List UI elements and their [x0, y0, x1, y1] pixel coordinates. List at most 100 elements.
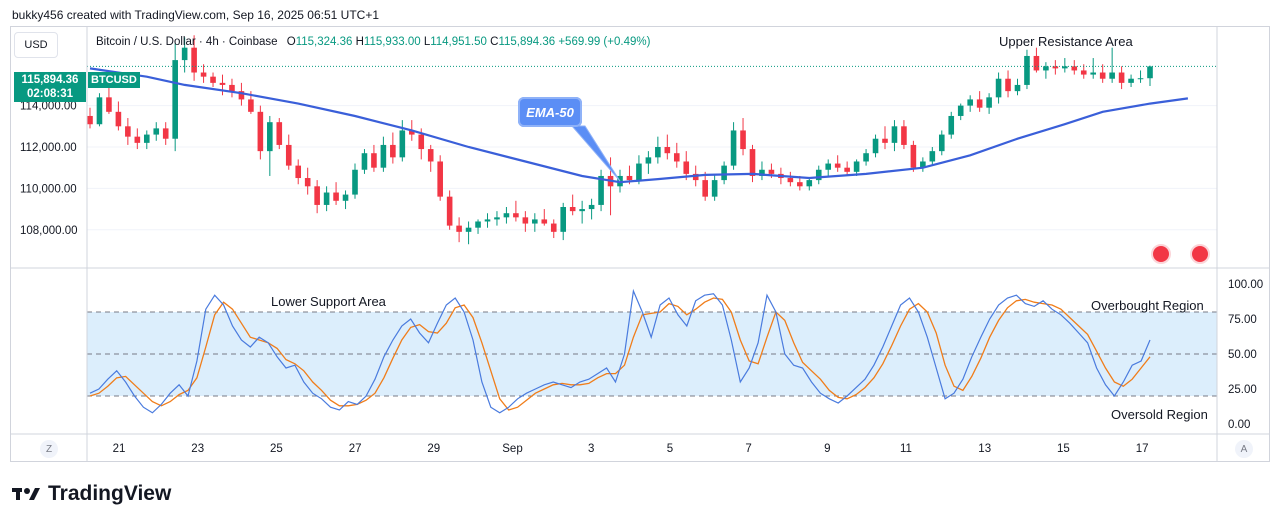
candle-body: [219, 82, 226, 85]
last-price-value: 115,894.36: [21, 74, 79, 86]
candle-body: [494, 217, 500, 220]
candle-body: [1118, 72, 1125, 83]
time-tick-label: 7: [745, 443, 751, 455]
price-tick-label: 110,000.00: [20, 183, 77, 195]
candle-body: [210, 76, 216, 83]
candle-body: [295, 165, 302, 179]
candle-body: [1071, 66, 1078, 71]
candle-body: [863, 153, 869, 162]
candle-body: [891, 126, 898, 143]
currency-selector[interactable]: USD: [14, 32, 58, 58]
z-button[interactable]: Z: [40, 440, 58, 458]
candle-body: [106, 97, 112, 112]
candle-body: [390, 144, 396, 158]
candle-body: [1080, 70, 1087, 75]
open-label: O: [286, 36, 296, 48]
price-tick-label: 108,000.00: [20, 225, 78, 237]
candle-body: [361, 153, 368, 170]
candle-body: [1147, 66, 1153, 79]
candle-body: [721, 165, 727, 181]
candle-body: [929, 151, 936, 162]
footer-logo[interactable]: TradingView: [12, 482, 171, 506]
time-tick-label: 27: [349, 443, 362, 455]
candle-body: [371, 153, 377, 168]
countdown-value: 02:08:31: [26, 88, 74, 100]
price-axis: 114,000.00 112,000.00 110,000.00 108,000.00: [20, 101, 78, 237]
candle-body: [730, 130, 737, 166]
candle-body: [248, 99, 254, 112]
candle-body: [872, 138, 879, 154]
candle-body: [399, 130, 406, 158]
price-tick-label: 114,000.00: [20, 101, 77, 113]
candle-body: [976, 99, 983, 108]
low-value: 114,951.50: [430, 36, 487, 48]
time-tick-label: 21: [113, 443, 126, 455]
candle-body: [437, 161, 443, 197]
candle-body: [967, 99, 973, 106]
stoch-axis: 100.00 75.00 50.00 25.00 0.00: [1228, 279, 1263, 431]
candle-body: [532, 219, 538, 224]
candle-body: [503, 213, 510, 218]
stoch-band: [87, 312, 1217, 396]
candle-body: [333, 192, 339, 201]
open-value: 115,324.36: [295, 36, 353, 48]
candle-body: [834, 163, 841, 168]
time-tick-label: 25: [270, 443, 283, 455]
candle-body: [588, 204, 595, 210]
last-price-badge: 115,894.36 02:08:31: [14, 72, 86, 102]
tradingview-logo-icon: [12, 488, 40, 500]
candle-body: [115, 111, 122, 127]
candle-body: [702, 180, 708, 197]
candle-body: [825, 163, 832, 170]
lower-support-label: Lower Support Area: [271, 294, 387, 309]
candle-body: [200, 72, 207, 77]
brand-name: TradingView: [48, 482, 172, 505]
candle-body: [1099, 72, 1106, 79]
candle-body: [711, 180, 718, 197]
candle-body: [768, 169, 775, 174]
stoch-tick-label: 75.00: [1228, 314, 1257, 326]
candle-body: [153, 128, 160, 135]
candle-body: [1043, 66, 1049, 71]
candle-body: [342, 194, 349, 201]
candle-body: [257, 111, 264, 152]
ticker-badge: BTCUSD: [88, 72, 140, 88]
candle-body: [314, 186, 320, 205]
time-tick-label: 15: [1057, 443, 1070, 455]
candle-body: [740, 130, 746, 150]
us-flag-icon[interactable]: [1190, 244, 1210, 264]
us-flag-icon[interactable]: [1151, 244, 1171, 264]
candle-body: [626, 175, 633, 181]
candle-body: [191, 47, 197, 73]
stoch-tick-label: 25.00: [1228, 384, 1257, 396]
candle-body: [276, 122, 283, 145]
time-tick-label: 3: [588, 443, 594, 455]
candle-body: [692, 173, 699, 181]
header-credit: bukky456 created with TradingView.com, S…: [12, 8, 380, 22]
candle-body: [579, 209, 585, 212]
candle-body: [815, 169, 822, 181]
time-tick-label: Sep: [502, 443, 522, 455]
candle-body: [598, 175, 604, 205]
symbol-name: Bitcoin / U.S. Dollar · 4h · Coinbase: [96, 36, 278, 48]
candle-body: [446, 196, 453, 226]
time-tick-label: 11: [900, 443, 912, 455]
candle-body: [901, 126, 907, 145]
stoch-tick-label: 100.00: [1228, 279, 1263, 291]
candle-body: [408, 130, 415, 135]
close-label: C: [490, 36, 499, 48]
candle-body: [683, 161, 690, 174]
candle-body: [797, 182, 803, 187]
candle-body: [1052, 66, 1059, 69]
candle-body: [569, 207, 576, 212]
candle-body: [181, 47, 188, 61]
candle-body: [380, 144, 387, 168]
candle-body: [304, 178, 311, 187]
candle-body: [541, 219, 548, 224]
candle-body: [456, 225, 462, 232]
candle-body: [673, 153, 680, 162]
candle-body: [427, 149, 434, 162]
stoch-tick-label: 50.00: [1228, 349, 1257, 361]
auto-scale-button[interactable]: A: [1235, 440, 1253, 458]
